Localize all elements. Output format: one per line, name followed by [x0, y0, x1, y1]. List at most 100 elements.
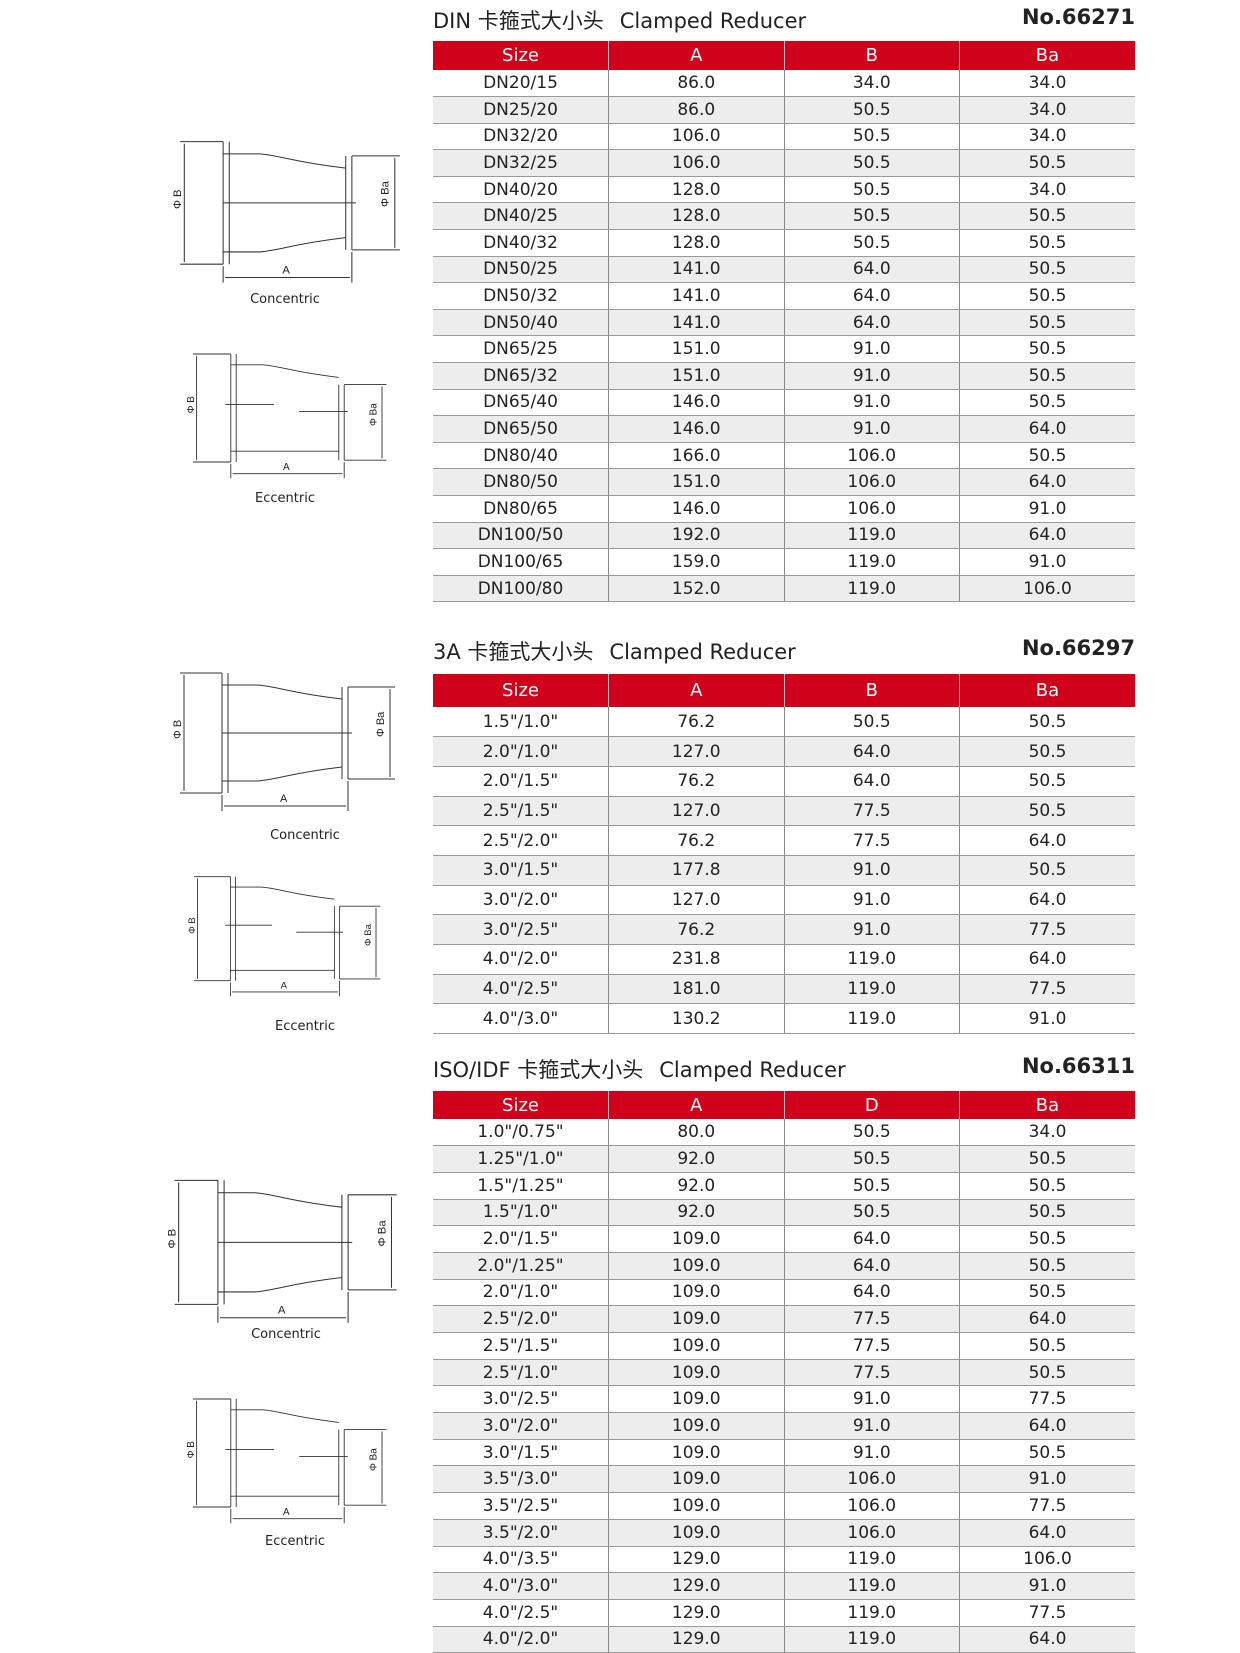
- table-cell: 64.0: [783, 256, 960, 284]
- reducer-drawing: Φ B Φ Ba A: [172, 141, 400, 283]
- table-row: 2.0"/1.5" 76.2 64.0 50.5: [433, 766, 1135, 797]
- table-row: 4.0"/2.0" 129.0 119.0 64.0: [433, 1626, 1135, 1653]
- table-cell: 3.0"/1.5": [433, 855, 609, 886]
- table-row: 3.0"/2.5" 76.2 91.0 77.5: [433, 914, 1135, 945]
- table-cell: 141.0: [608, 282, 784, 310]
- dimension-b-label: Φ B: [186, 1441, 197, 1459]
- title-en: Clamped Reducer: [619, 9, 807, 33]
- table-cell: 106.0: [783, 1465, 960, 1494]
- table-cell: 34.0: [959, 1119, 1135, 1147]
- table-cell: DN20/15: [433, 70, 609, 98]
- section-title: DIN 卡箍式大小头 Clamped Reducer No.66271: [433, 5, 1135, 35]
- reducer-drawing: Φ B Φ Ba A: [186, 1398, 387, 1524]
- table-cell: 2.0"/1.0": [433, 1279, 609, 1307]
- table-cell: 64.0: [959, 468, 1135, 496]
- drawing-caption: Eccentric: [275, 1019, 335, 1034]
- concentric-drawing: Φ B Φ Ba A: [170, 128, 405, 288]
- table-cell: 2.0"/1.5": [433, 1225, 609, 1253]
- table-cell: 129.0: [608, 1546, 784, 1574]
- table-row: DN32/20 106.0 50.5 34.0: [433, 123, 1135, 151]
- table-cell: 50.5: [959, 766, 1135, 797]
- eccentric-drawing: Φ B Φ Ba A: [170, 868, 400, 998]
- table-cell: 77.5: [783, 1332, 960, 1360]
- table-cell: 3.0"/2.5": [433, 914, 609, 945]
- table-row: DN100/80 152.0 119.0 106.0: [433, 575, 1135, 603]
- table-cell: 3.0"/2.0": [433, 1412, 609, 1440]
- table-cell: 109.0: [608, 1385, 784, 1414]
- table-cell: 91.0: [959, 1572, 1135, 1600]
- table-cell: 50.5: [959, 389, 1135, 417]
- table-cell: 119.0: [783, 548, 960, 576]
- table-cell: DN25/20: [433, 96, 609, 124]
- table-cell: 141.0: [608, 309, 784, 337]
- drawing-caption: Eccentric: [265, 1534, 325, 1549]
- table-row: 3.0"/2.0" 109.0 91.0 64.0: [433, 1412, 1135, 1440]
- table-row: DN65/32 151.0 91.0 50.5: [433, 362, 1135, 390]
- concentric-drawing: Φ B Φ Ba A: [170, 663, 400, 813]
- table-cell: 50.5: [959, 855, 1135, 886]
- table-cell: 109.0: [608, 1412, 784, 1440]
- table-cell: 119.0: [783, 974, 960, 1005]
- table-row: DN100/50 192.0 119.0 64.0: [433, 522, 1135, 550]
- table-cell: 50.5: [959, 202, 1135, 231]
- table-cell: 151.0: [608, 335, 784, 364]
- reducer-drawing: Φ B Φ Ba A: [187, 876, 381, 997]
- table-cell: 109.0: [608, 1492, 784, 1520]
- table-cell: 92.0: [608, 1199, 784, 1227]
- table-cell: 2.5"/2.0": [433, 825, 609, 856]
- table-cell: 50.5: [783, 176, 960, 204]
- table-cell: 64.0: [959, 825, 1135, 856]
- table-cell: 77.5: [959, 974, 1135, 1005]
- dimension-ba-label: Φ Ba: [380, 180, 392, 207]
- table-cell: 64.0: [959, 944, 1135, 975]
- dimension-b-label: Φ B: [186, 396, 197, 414]
- dimension-a-label: A: [278, 1305, 286, 1317]
- table-cell: 50.5: [959, 1252, 1135, 1280]
- table-row: 2.0"/1.0" 109.0 64.0 50.5: [433, 1279, 1135, 1307]
- table-cell: 119.0: [783, 944, 960, 975]
- table-cell: 50.5: [783, 1199, 960, 1227]
- table-cell: 91.0: [783, 885, 960, 916]
- table-row: 3.0"/1.5" 177.8 91.0 50.5: [433, 855, 1135, 886]
- table-cell: 128.0: [608, 176, 784, 204]
- table-cell: 50.5: [783, 123, 960, 151]
- table-cell: 4.0"/2.0": [433, 1626, 609, 1653]
- table-cell: 152.0: [608, 575, 784, 603]
- table-cell: 4.0"/3.5": [433, 1546, 609, 1574]
- table-cell: 1.25"/1.0": [433, 1145, 609, 1173]
- table-cell: 50.5: [783, 707, 960, 738]
- table-cell: 2.0"/1.0": [433, 736, 609, 767]
- table-cell: DN65/40: [433, 389, 609, 417]
- dimension-b-label: Φ B: [187, 917, 198, 934]
- table-cell: 181.0: [608, 974, 784, 1005]
- table-cell: 64.0: [959, 1519, 1135, 1547]
- table-cell: 3.0"/1.5": [433, 1439, 609, 1467]
- dimension-a-label: A: [283, 1507, 290, 1518]
- dimension-ba-label: Φ Ba: [363, 923, 374, 946]
- table-cell: 50.5: [959, 1332, 1135, 1360]
- table-cell: 77.5: [959, 1385, 1135, 1414]
- table-cell: DN40/32: [433, 229, 609, 257]
- table-cell: 119.0: [783, 1599, 960, 1627]
- table-row: 2.0"/1.5" 109.0 64.0 50.5: [433, 1225, 1135, 1253]
- table-row: 2.5"/2.0" 109.0 77.5 64.0: [433, 1305, 1135, 1333]
- section-title: 3A 卡箍式大小头 Clamped Reducer No.66297: [433, 636, 1135, 666]
- table-cell: 4.0"/2.5": [433, 1599, 609, 1627]
- table-cell: 129.0: [608, 1626, 784, 1653]
- dimension-ba-label: Φ Ba: [369, 403, 380, 426]
- table-cell: 231.8: [608, 944, 784, 975]
- table-cell: 50.5: [959, 1439, 1135, 1467]
- table-cell: 34.0: [959, 96, 1135, 124]
- table-cell: DN50/32: [433, 282, 609, 310]
- table-cell: 109.0: [608, 1519, 784, 1547]
- table-cell: 86.0: [608, 96, 784, 124]
- table-row: 2.5"/1.5" 109.0 77.5 50.5: [433, 1332, 1135, 1360]
- table-row: DN50/40 141.0 64.0 50.5: [433, 309, 1135, 337]
- table-row: 4.0"/3.0" 129.0 119.0 91.0: [433, 1572, 1135, 1600]
- table-cell: DN32/20: [433, 123, 609, 151]
- table-cell: 91.0: [783, 1439, 960, 1467]
- table-row: 3.5"/3.0" 109.0 106.0 91.0: [433, 1465, 1135, 1494]
- column-header: B: [783, 674, 960, 707]
- table-cell: 4.0"/2.0": [433, 944, 609, 975]
- table-row: 3.5"/2.5" 109.0 106.0 77.5: [433, 1492, 1135, 1520]
